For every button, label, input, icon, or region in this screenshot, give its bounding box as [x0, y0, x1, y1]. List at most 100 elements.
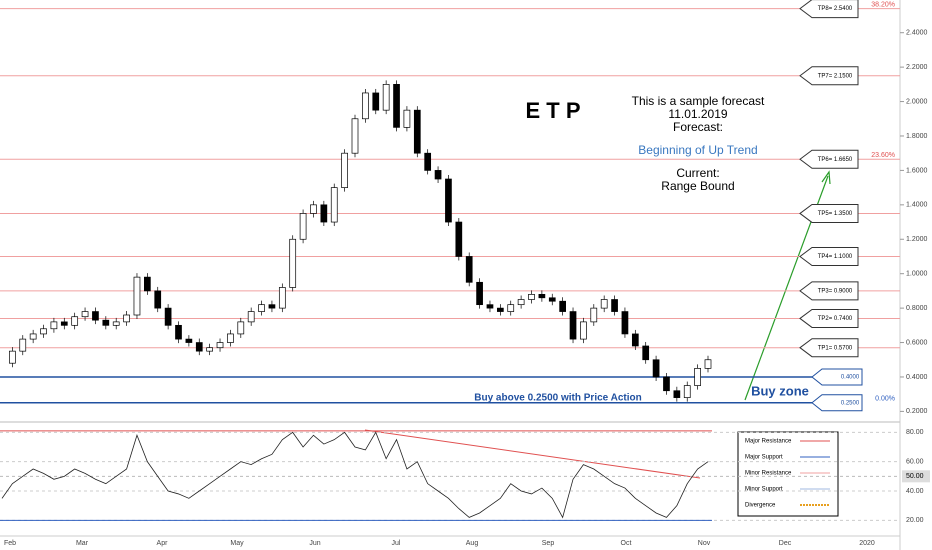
- rsi-level-label: 50.00: [906, 473, 924, 480]
- target-callout: [799, 0, 859, 19]
- candle: [92, 311, 99, 321]
- y-tick-label: 2.4000: [906, 30, 928, 37]
- rsi-line: [1, 431, 709, 519]
- zone-label: 0.4000: [841, 375, 860, 381]
- candle: [320, 204, 328, 223]
- y2-tick-label: 20.00: [906, 517, 924, 524]
- x-tick-label: Oct: [621, 540, 632, 547]
- x-tick-label: May: [230, 540, 244, 547]
- candle: [50, 321, 58, 330]
- target-label: TP2= 0.7400: [818, 316, 853, 322]
- target-callout: [799, 246, 859, 266]
- forecast-current: Current:: [676, 166, 719, 180]
- legend-label: Minor Support: [745, 487, 783, 493]
- y-tick-label: 0.6000: [906, 339, 928, 346]
- candle: [424, 152, 432, 171]
- candle: [559, 300, 566, 312]
- legend-label: Major Support: [745, 455, 783, 461]
- x-tick-label: 2020: [859, 540, 875, 547]
- candle: [486, 304, 494, 309]
- candle: [9, 350, 16, 364]
- candle: [154, 290, 162, 309]
- x-tick-label: Mar: [76, 540, 89, 547]
- fib-label: 0.00%: [875, 396, 895, 403]
- x-tick-label: Feb: [4, 540, 16, 547]
- candle: [216, 342, 224, 349]
- y-tick-label: 2.2000: [906, 64, 928, 71]
- y2-tick-label: 80.00: [906, 429, 924, 436]
- candle: [580, 321, 587, 340]
- y-tick-label: 1.4000: [906, 202, 928, 209]
- candle: [40, 328, 47, 335]
- arrow-head: [821, 170, 831, 185]
- forecast-trend: Beginning of Up Trend: [638, 143, 757, 157]
- target-callout: [799, 203, 859, 223]
- candle: [652, 359, 660, 378]
- candle: [341, 152, 348, 188]
- candle: [548, 297, 556, 302]
- target-label: TP3= 0.9000: [818, 288, 853, 294]
- candle: [455, 221, 463, 257]
- candle: [123, 314, 130, 323]
- forecast-line: 11.01.2019: [668, 107, 727, 121]
- target-callout: [799, 281, 859, 301]
- candle: [476, 281, 483, 306]
- candle: [60, 321, 68, 326]
- candle: [382, 83, 390, 111]
- candle: [497, 307, 504, 312]
- target-callout: [799, 149, 859, 169]
- x-tick-label: Jul: [392, 540, 401, 547]
- candle: [507, 304, 515, 312]
- x-tick-label: Apr: [157, 540, 169, 547]
- target-label: TP1= 0.5700: [818, 345, 853, 351]
- candle: [434, 170, 442, 180]
- forecast-current: Range Bound: [661, 179, 734, 193]
- legend-label: Major Resistance: [745, 439, 792, 445]
- candle: [704, 359, 712, 369]
- fib-label: 23.60%: [871, 152, 895, 159]
- candle: [310, 204, 317, 214]
- candle: [227, 333, 234, 343]
- x-tick-label: Aug: [466, 540, 479, 547]
- legend-box: [737, 431, 839, 517]
- candle: [538, 293, 546, 299]
- candle: [175, 324, 182, 340]
- target-label: TP6= 1.6650: [818, 157, 853, 163]
- target-label: TP5= 1.3500: [818, 211, 853, 217]
- candle: [268, 304, 276, 309]
- chart-title: E T P: [525, 98, 580, 123]
- candle: [393, 83, 400, 128]
- zone-callout: [811, 368, 863, 386]
- candle: [206, 347, 213, 352]
- zone-label: 0.2500: [841, 400, 860, 406]
- x-tick-label: Dec: [779, 540, 792, 547]
- candle: [590, 307, 598, 323]
- y-tick-label: 2.0000: [906, 98, 928, 105]
- forecast-line: Forecast:: [673, 120, 723, 134]
- candle: [517, 299, 525, 306]
- candle: [663, 376, 670, 392]
- buy-zone-label: Buy zone: [751, 383, 809, 398]
- candle: [631, 333, 639, 347]
- candle: [621, 311, 629, 335]
- candle: [600, 299, 608, 309]
- candle: [403, 109, 411, 128]
- y-tick-label: 1.8000: [906, 133, 928, 140]
- zone-callout: [811, 394, 863, 412]
- candle: [81, 311, 89, 318]
- y-tick-label: 0.4000: [906, 374, 928, 381]
- candle: [611, 299, 618, 312]
- candle: [185, 338, 193, 343]
- candle: [164, 307, 172, 326]
- target-callout: [799, 338, 859, 358]
- candle: [413, 109, 421, 154]
- legend-label: Divergence: [745, 503, 776, 509]
- x-tick-label: Sep: [542, 540, 555, 547]
- candle: [465, 256, 473, 283]
- candle: [445, 178, 452, 223]
- x-tick-label: Nov: [698, 540, 711, 547]
- y-tick-label: 1.2000: [906, 236, 928, 243]
- candle: [71, 316, 79, 326]
- candle: [289, 238, 297, 288]
